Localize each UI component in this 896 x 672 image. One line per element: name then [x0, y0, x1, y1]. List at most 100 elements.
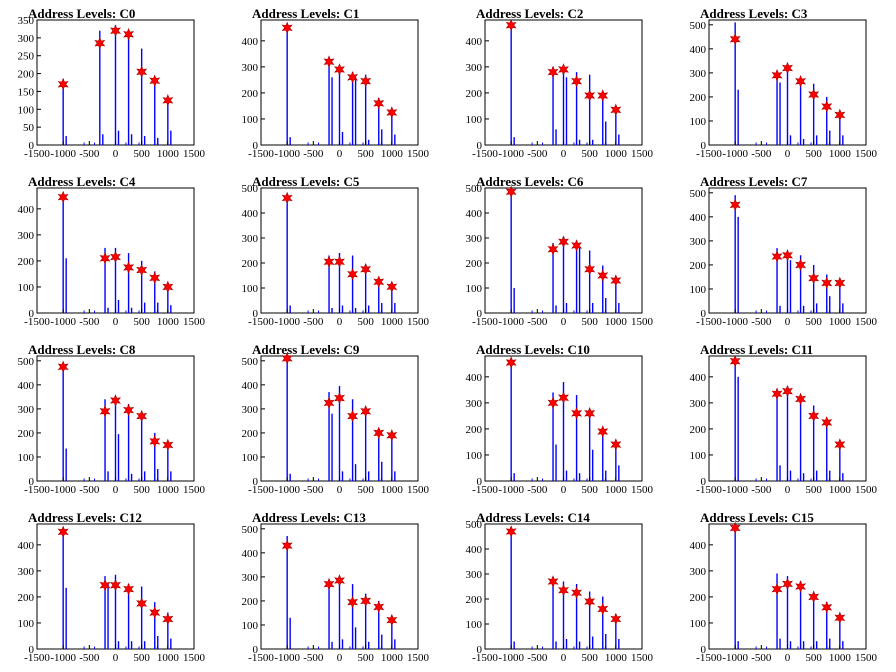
peak-marker [373, 275, 385, 289]
peak-marker [347, 595, 359, 609]
chart-svg: Address Levels: C10 0 100 200 300 400 -1500 -10… [466, 342, 654, 496]
y-tick-label: 500 [242, 183, 259, 195]
peak-marker [57, 525, 69, 539]
x-tick-label: 1000 [381, 652, 404, 664]
x-tick-label: 500 [133, 484, 150, 496]
x-tick-label: 0 [785, 148, 791, 160]
peak-marker [136, 597, 148, 610]
peak-marker [782, 249, 793, 262]
x-tick-label: 0 [113, 652, 119, 664]
peak-marker [99, 578, 111, 592]
y-tick-label: 100 [18, 618, 35, 630]
x-tick-label: 1000 [605, 148, 628, 160]
chart-title: Address Levels: C6 [476, 174, 584, 189]
chart-title: Address Levels: C3 [700, 6, 808, 21]
peak-marker [281, 352, 293, 365]
x-tick-label: -1500 [24, 148, 50, 160]
x-tick-label: -1000 [274, 316, 300, 328]
y-tick-label: 400 [466, 208, 483, 220]
peak-marker [808, 409, 820, 423]
chart-title: Address Levels: C9 [252, 342, 360, 357]
y-tick-label: 0 [701, 644, 707, 656]
x-tick-label: 500 [133, 652, 150, 664]
y-tick-label: 300 [690, 68, 707, 80]
y-tick-label: 400 [466, 544, 483, 556]
y-tick-label: 500 [242, 356, 259, 368]
peak-marker [373, 97, 385, 110]
y-tick-label: 300 [466, 398, 483, 410]
peak-marker [782, 61, 793, 75]
x-tick-label: 0 [337, 148, 343, 160]
y-tick-label: 100 [242, 620, 259, 632]
chart-svg: Address Levels: C80100200300400500-1500-… [18, 342, 206, 496]
x-tick-label: -500 [79, 484, 100, 496]
y-tick-label: 400 [690, 212, 707, 224]
chart-title: Address Levels: C15 [700, 510, 814, 525]
y-tick-label: 100 [466, 283, 483, 295]
peak-marker [149, 271, 161, 285]
peak-marker [57, 360, 69, 374]
x-tick-label: 1000 [157, 484, 180, 496]
y-tick-label: 100 [466, 619, 483, 631]
y-tick-label: 0 [477, 140, 483, 152]
y-tick-label: 200 [242, 428, 259, 440]
y-tick-label: 300 [242, 572, 259, 584]
peak-marker [386, 106, 398, 119]
y-tick-label: 300 [466, 62, 483, 74]
y-tick-label: 300 [18, 230, 35, 242]
x-tick-label: -500 [751, 652, 772, 664]
x-tick-label: 0 [785, 484, 791, 496]
y-tick-label: 300 [18, 566, 35, 578]
peak-marker [123, 403, 135, 417]
peak-marker [505, 525, 517, 538]
peak-marker [729, 354, 741, 368]
x-tick-label: 0 [561, 652, 567, 664]
x-tick-label: 0 [561, 484, 567, 496]
peak-marker [584, 595, 596, 608]
peak-marker [610, 103, 622, 117]
peak-marker [386, 429, 398, 442]
x-tick-label: -500 [303, 652, 324, 664]
x-tick-label: 1500 [631, 316, 654, 328]
y-tick-label: 200 [466, 424, 483, 436]
peak-marker [386, 613, 398, 627]
chart-panel: Address Levels: C7 0 100 200 300 400 500 -1500-… [672, 168, 896, 336]
y-tick-label: 100 [690, 450, 707, 462]
x-tick-label: -500 [527, 148, 548, 160]
y-tick-label: 500 [242, 524, 259, 536]
chart-title: Address Levels: C4 [28, 174, 136, 189]
peak-marker [610, 274, 622, 287]
x-tick-label: 0 [113, 484, 119, 496]
x-tick-label: 500 [805, 652, 822, 664]
x-tick-label: 500 [357, 484, 374, 496]
x-tick-label: 500 [133, 148, 150, 160]
peak-marker [558, 235, 569, 249]
x-tick-label: -500 [303, 148, 324, 160]
peak-marker [281, 21, 293, 35]
peak-marker [610, 438, 622, 451]
x-tick-label: 1500 [855, 652, 878, 664]
peak-marker [729, 521, 741, 535]
x-tick-label: -1000 [722, 484, 748, 496]
peak-marker [334, 391, 345, 405]
y-tick-label: 300 [466, 569, 483, 581]
peak-marker [558, 63, 569, 76]
peak-marker [834, 276, 846, 290]
chart-title: Address Levels: C8 [28, 342, 136, 357]
chart-svg: Address Levels: C12 0 100 200 300 400 -1500 -10… [18, 510, 206, 664]
y-tick-label: 0 [253, 308, 259, 320]
x-tick-label: 1500 [855, 148, 878, 160]
x-tick-label: 0 [561, 148, 567, 160]
peak-marker [99, 404, 111, 418]
x-tick-label: 500 [581, 148, 598, 160]
y-tick-label: 0 [253, 476, 259, 488]
peak-marker [347, 409, 359, 423]
peak-marker [782, 384, 793, 398]
y-tick-label: 400 [690, 540, 707, 552]
x-tick-label: 1500 [407, 652, 430, 664]
peak-marker [597, 602, 609, 616]
chart-panel: Address Levels: C14 0 100 200 300 400 500 -1500… [448, 504, 672, 672]
chart-panel: Address Levels: C0 0 50 100 150 200 250 300 350 -… [0, 0, 224, 168]
chart-panel: Address Levels: C10 0 100 200 300 400 -1500 -10… [448, 336, 672, 504]
peak-marker [162, 280, 174, 294]
